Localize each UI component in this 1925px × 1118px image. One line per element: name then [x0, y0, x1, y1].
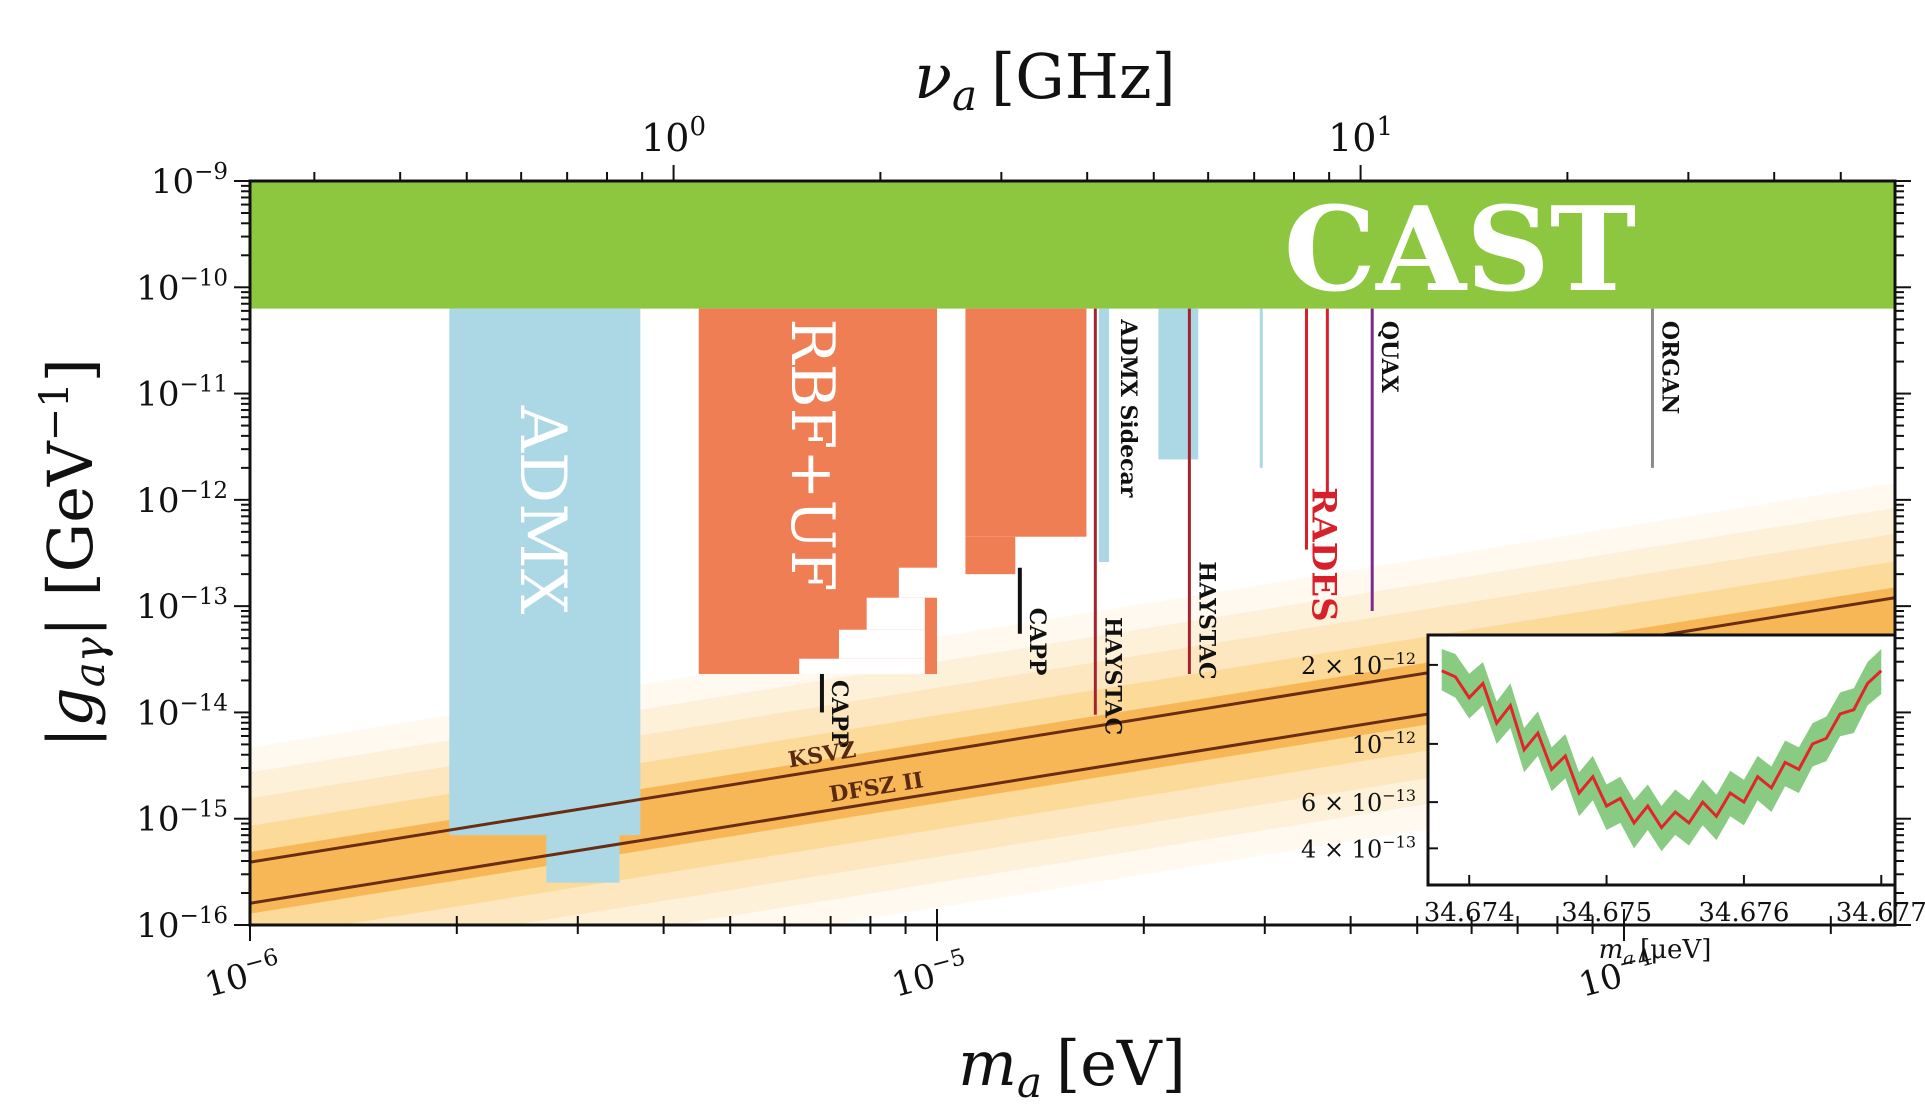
label-rbf-uf: RBF+UF — [777, 318, 847, 591]
label-admx: ADMX — [505, 405, 579, 615]
region-cast — [250, 181, 1895, 309]
rbf-cutout-1 — [838, 629, 925, 659]
exclusion-lines — [819, 308, 1654, 715]
y-tick-label-7: 10−16 — [136, 903, 228, 946]
label-capp-2: CAPP — [1024, 608, 1050, 676]
label-cast: CAST — [1284, 182, 1636, 318]
region-admx-high — [1158, 308, 1199, 460]
inset-band-area — [1441, 648, 1882, 852]
x-tick-label-0: 10−6 — [200, 944, 286, 1006]
y-tick-label-2: 10−11 — [136, 372, 228, 415]
label-haystac-2: HAYSTAC — [1193, 561, 1219, 679]
rbf-step-extension — [965, 536, 1016, 575]
x-tick-label-text-1: 10−5 — [887, 944, 973, 1006]
label-rades: RADES — [1303, 487, 1343, 622]
plot-frame — [248, 179, 1897, 927]
exclusion-regions — [250, 181, 1895, 883]
inset-band — [1441, 648, 1882, 852]
region-admx-sidecar — [1098, 308, 1110, 563]
inset-panel: 34.674 34.675 34.676 34.677 2 × 10−12 10−12 6 … — [1301, 633, 1925, 969]
inset-y-tick-label-3: 4 × 10−13 — [1301, 832, 1416, 863]
top-axis-title: νa [GHz] — [914, 40, 1175, 120]
label-organ: ORGAN — [1656, 321, 1682, 414]
x-tick-label-text-0: 10−6 — [200, 944, 286, 1006]
x-axis-title: ma [eV] — [958, 1027, 1186, 1107]
region-rbf+uf-right — [965, 308, 1087, 537]
inset-frame — [1426, 633, 1897, 887]
y-tick-label-3: 10−12 — [136, 478, 228, 521]
y-tick-label-0: 10−9 — [151, 159, 228, 202]
inset-x-tick-label-3: 34.677 — [1836, 898, 1925, 928]
inset-y-tick-label-0: 2 × 10−12 — [1301, 649, 1416, 680]
region-admx-thin — [1259, 308, 1263, 468]
rbf-cutout-3 — [898, 567, 938, 598]
top-tick-label-1: 101 — [1328, 112, 1393, 160]
inset-x-tick-label-0: 34.674 — [1424, 898, 1515, 928]
y-tick-label-1: 10−10 — [136, 265, 228, 308]
label-admx-sidecar: ADMX Sidecar — [1115, 318, 1141, 498]
y-tick-label-6: 10−15 — [136, 797, 228, 840]
label-quax: QUAX — [1376, 321, 1402, 394]
inset-line — [1441, 669, 1883, 831]
region-admx — [449, 308, 641, 836]
inset-x-axis-title: ma [μeV] — [1599, 935, 1712, 969]
label-capp: CAPP — [826, 680, 852, 748]
inset-axes: 34.674 34.675 34.676 34.677 2 × 10−12 10−12 6 … — [1301, 649, 1925, 928]
inset-x-tick-label-2: 34.676 — [1698, 898, 1789, 928]
rbf-cutout-2 — [866, 597, 925, 630]
inset-y-tick-label-2: 6 × 10−13 — [1301, 786, 1416, 817]
y-tick-label-4: 10−13 — [136, 584, 228, 627]
y-axis-title: |gaγ| [GeV−1] — [32, 358, 114, 748]
label-haystac: HAYSTAC — [1099, 617, 1125, 735]
x-tick-label-1: 10−5 — [887, 944, 973, 1006]
inset-y-tick-label-1: 10−12 — [1352, 728, 1416, 759]
top-tick-label-0: 100 — [641, 112, 706, 160]
inset-x-tick-label-1: 34.675 — [1561, 898, 1652, 928]
rbf-cutout-0 — [799, 658, 925, 674]
inset-limit-line — [1441, 669, 1883, 831]
y-tick-label-5: 10−14 — [136, 690, 228, 733]
axes: 10−6 10−5 10−410−910−1010−1110−1210−1310−1… — [136, 112, 1911, 1006]
